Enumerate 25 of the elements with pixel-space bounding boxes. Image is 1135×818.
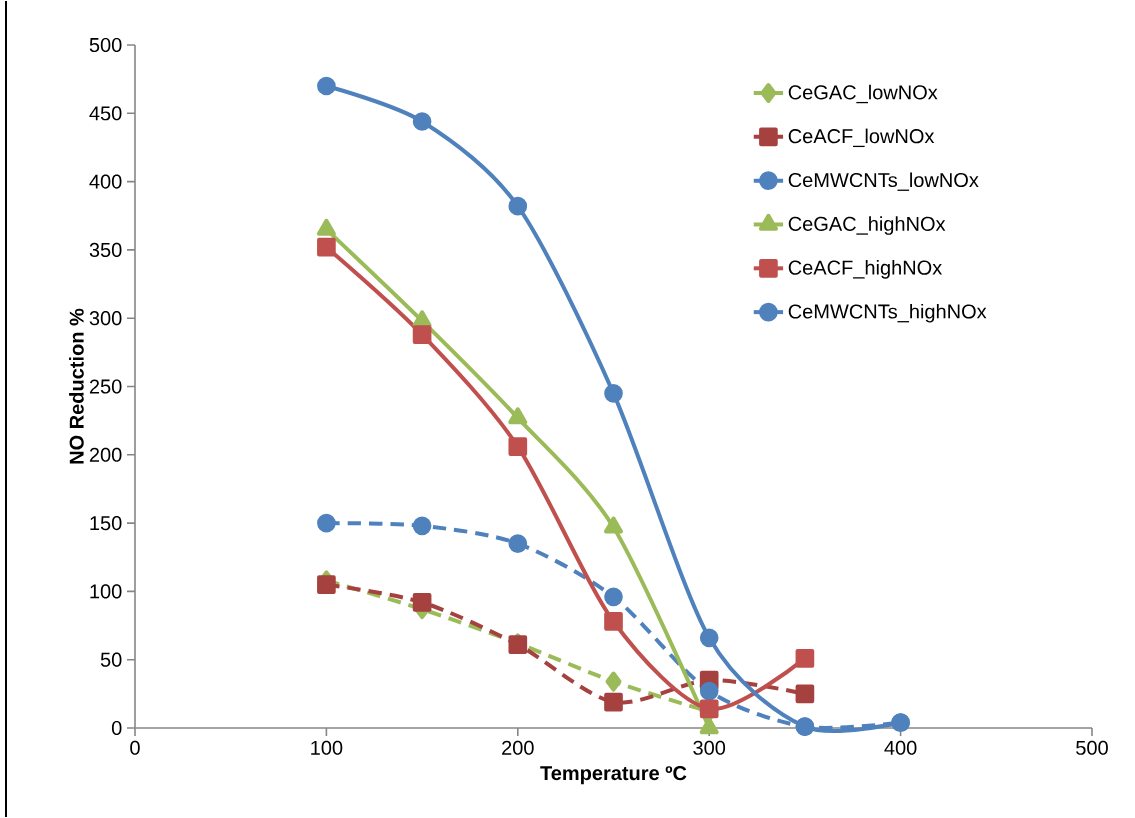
y-tick-label: 350 [89, 242, 122, 257]
legend-label: CeGAC_highNOx [788, 216, 946, 235]
y-tick-label: 100 [90, 584, 122, 599]
y-tick-label: 150 [90, 516, 122, 531]
x-tick-label: 400 [884, 740, 917, 755]
legend-label: CeACF_highNOx [788, 260, 943, 279]
x-tick-label: 500 [1076, 740, 1108, 755]
y-tick-label: 400 [89, 174, 122, 189]
x-tick-label: 0 [130, 740, 140, 755]
legend-label: CeGAC_lowNOx [788, 84, 938, 104]
legend-label: CeACF_lowNOx [788, 128, 935, 148]
y-tick-label: 50 [100, 652, 122, 667]
legend-label: CeMWCNTs_highNOx [788, 303, 987, 323]
y-tick-label: 200 [89, 447, 122, 462]
x-tick-label: 200 [502, 740, 534, 755]
y-tick-label: 0 [111, 720, 122, 736]
x-tick-label: 100 [311, 740, 343, 755]
y-tick-label: 450 [89, 106, 122, 121]
y-tick-label: 300 [89, 311, 122, 326]
y-tick-label: 250 [89, 379, 122, 394]
y-axis-title: NO Reduction % [69, 308, 84, 464]
x-axis-title: Temperature ºC [540, 766, 687, 785]
legend-label: CeMWCNTs_lowNOx [788, 172, 979, 191]
x-tick-label: 300 [693, 740, 726, 755]
y-tick-label: 500 [89, 37, 122, 53]
